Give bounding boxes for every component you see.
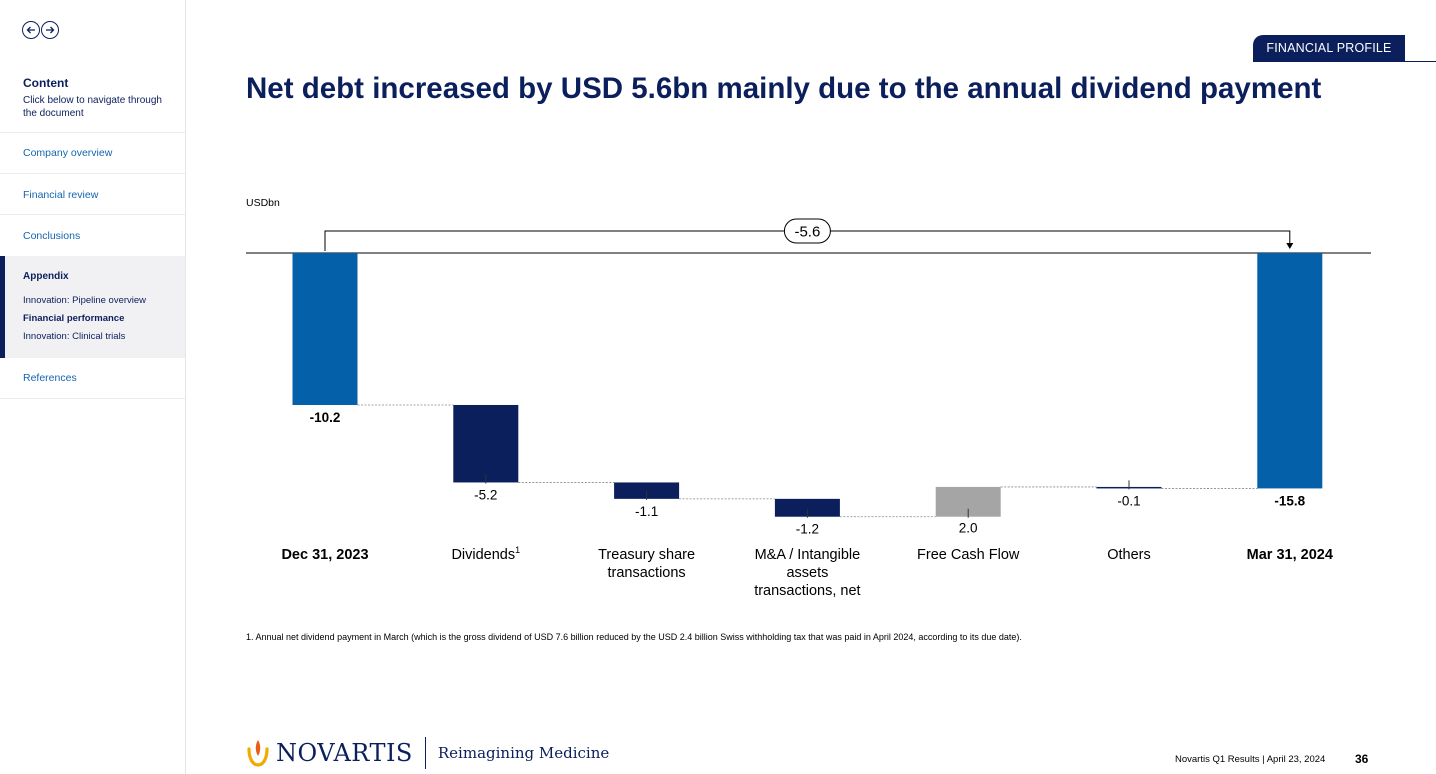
category-label-line: Treasury share (598, 547, 695, 563)
sidebar-item-appendix[interactable]: Appendix (23, 271, 69, 282)
divider (0, 173, 185, 174)
category-labels: Dec 31, 2023 Dividends1 Treasury share tran… (281, 545, 1332, 599)
section-tab-financial-profile: FINANCIAL PROFILE (1253, 35, 1405, 61)
bar (614, 482, 680, 499)
category-label: Mar 31, 2024 (1247, 547, 1333, 563)
category-label-line: transactions (608, 565, 686, 581)
content-block: Content Click below to navigate through … (23, 76, 173, 120)
change-pill (783, 218, 831, 244)
category-label: Free Cash Flow (917, 547, 1020, 563)
category-label-line: Others (1107, 547, 1151, 563)
divider (0, 214, 185, 215)
category-label-line: Free Cash Flow (917, 547, 1020, 563)
value-label: -1.2 (796, 522, 819, 537)
category-label-line: Dividends (451, 547, 515, 563)
sidebar: Content Click below to navigate through … (0, 0, 186, 774)
tab-underline (1253, 61, 1436, 62)
connector-lines (357, 404, 1258, 518)
value-labels: -10.2 -5.2 -1.1 -1.2 2.0 -0.1 -15.8 (310, 410, 1306, 537)
novartis-logo: NOVARTIS Reimagining Medicine (246, 737, 609, 769)
novartis-flame-icon (247, 740, 269, 767)
sidebar-item-label: Conclusions (23, 230, 81, 242)
sidebar-subitem-financial-performance[interactable]: Financial performance (23, 313, 125, 324)
bar (292, 253, 358, 405)
divider (0, 132, 185, 133)
value-label: -5.2 (474, 487, 497, 502)
category-label-line: Mar 31, 2024 (1247, 547, 1333, 563)
sidebar-subitem-clinical-trials[interactable]: Innovation: Clinical trials (23, 331, 126, 342)
sidebar-item-label: Financial review (23, 189, 99, 201)
brand-name: NOVARTIS (276, 739, 413, 767)
category-label: Dividends1 (451, 545, 520, 563)
footer-info: Novartis Q1 Results | April 23, 2024 (1175, 754, 1326, 765)
category-label-line: transactions, net (754, 583, 860, 599)
sidebar-item-label: References (23, 372, 77, 384)
value-label: -1.1 (635, 504, 658, 519)
bars (292, 253, 1323, 517)
category-label-line: M&A / Intangible (755, 547, 861, 563)
nav-arrows (22, 21, 59, 39)
content-subtitle: Click below to navigate through the docu… (23, 95, 162, 119)
active-indicator (0, 256, 5, 358)
bar (1257, 253, 1323, 489)
category-label-line: assets (786, 565, 828, 581)
back-arrow-icon[interactable] (22, 21, 40, 39)
sidebar-subitem-pipeline-overview[interactable]: Innovation: Pipeline overview (23, 295, 147, 306)
forward-arrow-icon[interactable] (41, 21, 59, 39)
category-label-line: Dec 31, 2023 (281, 547, 368, 563)
footnote: 1. Annual net dividend payment in March … (246, 632, 1022, 642)
category-label: Others (1107, 547, 1151, 563)
change-label: -5.6 (794, 224, 820, 241)
bracket-arrow-icon (1286, 243, 1294, 249)
page-number: 36 (1355, 752, 1369, 766)
bar (774, 498, 840, 517)
value-label: -15.8 (1274, 493, 1305, 508)
bar (453, 404, 519, 483)
sidebar-item-label: Company overview (23, 147, 113, 159)
logo-divider (424, 737, 426, 769)
page-title: Net debt increased by USD 5.6bn mainly d… (246, 72, 1322, 105)
value-label: 2.0 (959, 521, 978, 536)
category-label: M&A / Intangible assets transactions, net (754, 547, 860, 599)
content-title: Content (23, 76, 69, 90)
value-label: -0.1 (1117, 493, 1140, 508)
brand-tagline: Reimagining Medicine (437, 744, 610, 762)
divider (0, 398, 185, 399)
value-label: -10.2 (310, 410, 341, 425)
change-bracket: -5.6 (324, 218, 1294, 251)
sidebar-appendix-section: Appendix Innovation: Pipeline overview F… (0, 256, 185, 358)
unit-label: USDbn (246, 197, 280, 209)
category-label: Treasury share transactions (598, 547, 695, 581)
footnote-marker: 1 (515, 545, 520, 555)
category-label: Dec 31, 2023 (281, 547, 368, 563)
